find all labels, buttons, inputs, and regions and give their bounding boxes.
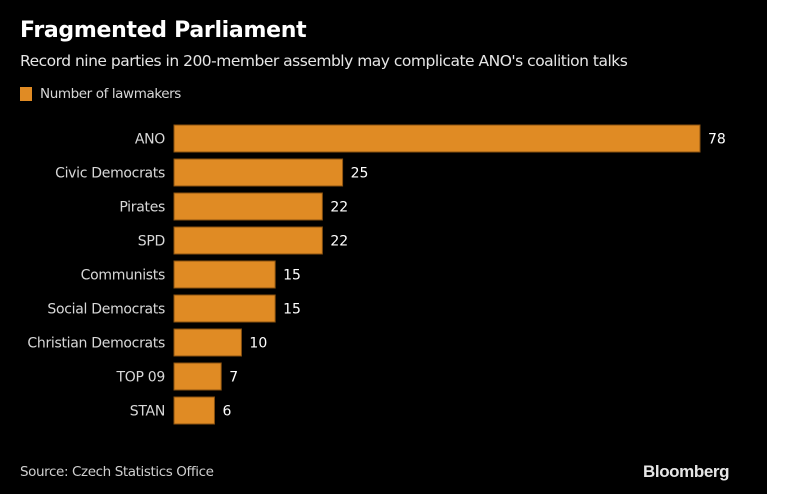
bar-ano [173,124,701,153]
value-label: 25 [351,166,369,182]
category-label: Social Democrats [47,302,165,318]
category-label: Civic Democrats [55,166,165,182]
category-label: ANO [135,132,165,148]
bar-pirates [173,192,323,221]
chart-subtitle: Record nine parties in 200-member assemb… [20,52,628,70]
bar-christian-democrats [173,328,242,357]
bar-chart: ANO 78 Civic Democrats 25 Pirates 22 SPD 22 Comm… [27,124,726,425]
value-label: 15 [283,302,301,318]
category-label: Pirates [119,200,165,216]
category-label: Communists [81,268,165,284]
value-label: 22 [330,200,348,216]
value-label: 15 [283,268,301,284]
bar-social-democrats [173,294,276,323]
category-label: TOP 09 [116,370,165,386]
legend-label: Number of lawmakers [40,86,181,102]
value-label: 78 [708,132,726,148]
bar-spd [173,226,323,255]
chart-title: Fragmented Parliament [20,18,307,43]
source-note: Source: Czech Statistics Office [20,464,214,480]
value-label: 7 [229,370,238,386]
category-label: SPD [138,234,165,250]
legend-swatch [20,87,32,101]
value-label: 22 [330,234,348,250]
bloomberg-logo: Bloomberg [643,462,730,481]
legend: Number of lawmakers [20,86,181,102]
bar-top-09 [173,362,222,391]
value-label: 6 [222,404,231,420]
category-label: STAN [130,404,165,420]
bar-civic-democrats [173,158,344,187]
category-label: Christian Democrats [27,336,165,352]
bar-stan [173,396,215,425]
chart-panel: Fragmented Parliament Record nine partie… [0,0,767,494]
value-label: 10 [249,336,267,352]
bar-communists [173,260,276,289]
